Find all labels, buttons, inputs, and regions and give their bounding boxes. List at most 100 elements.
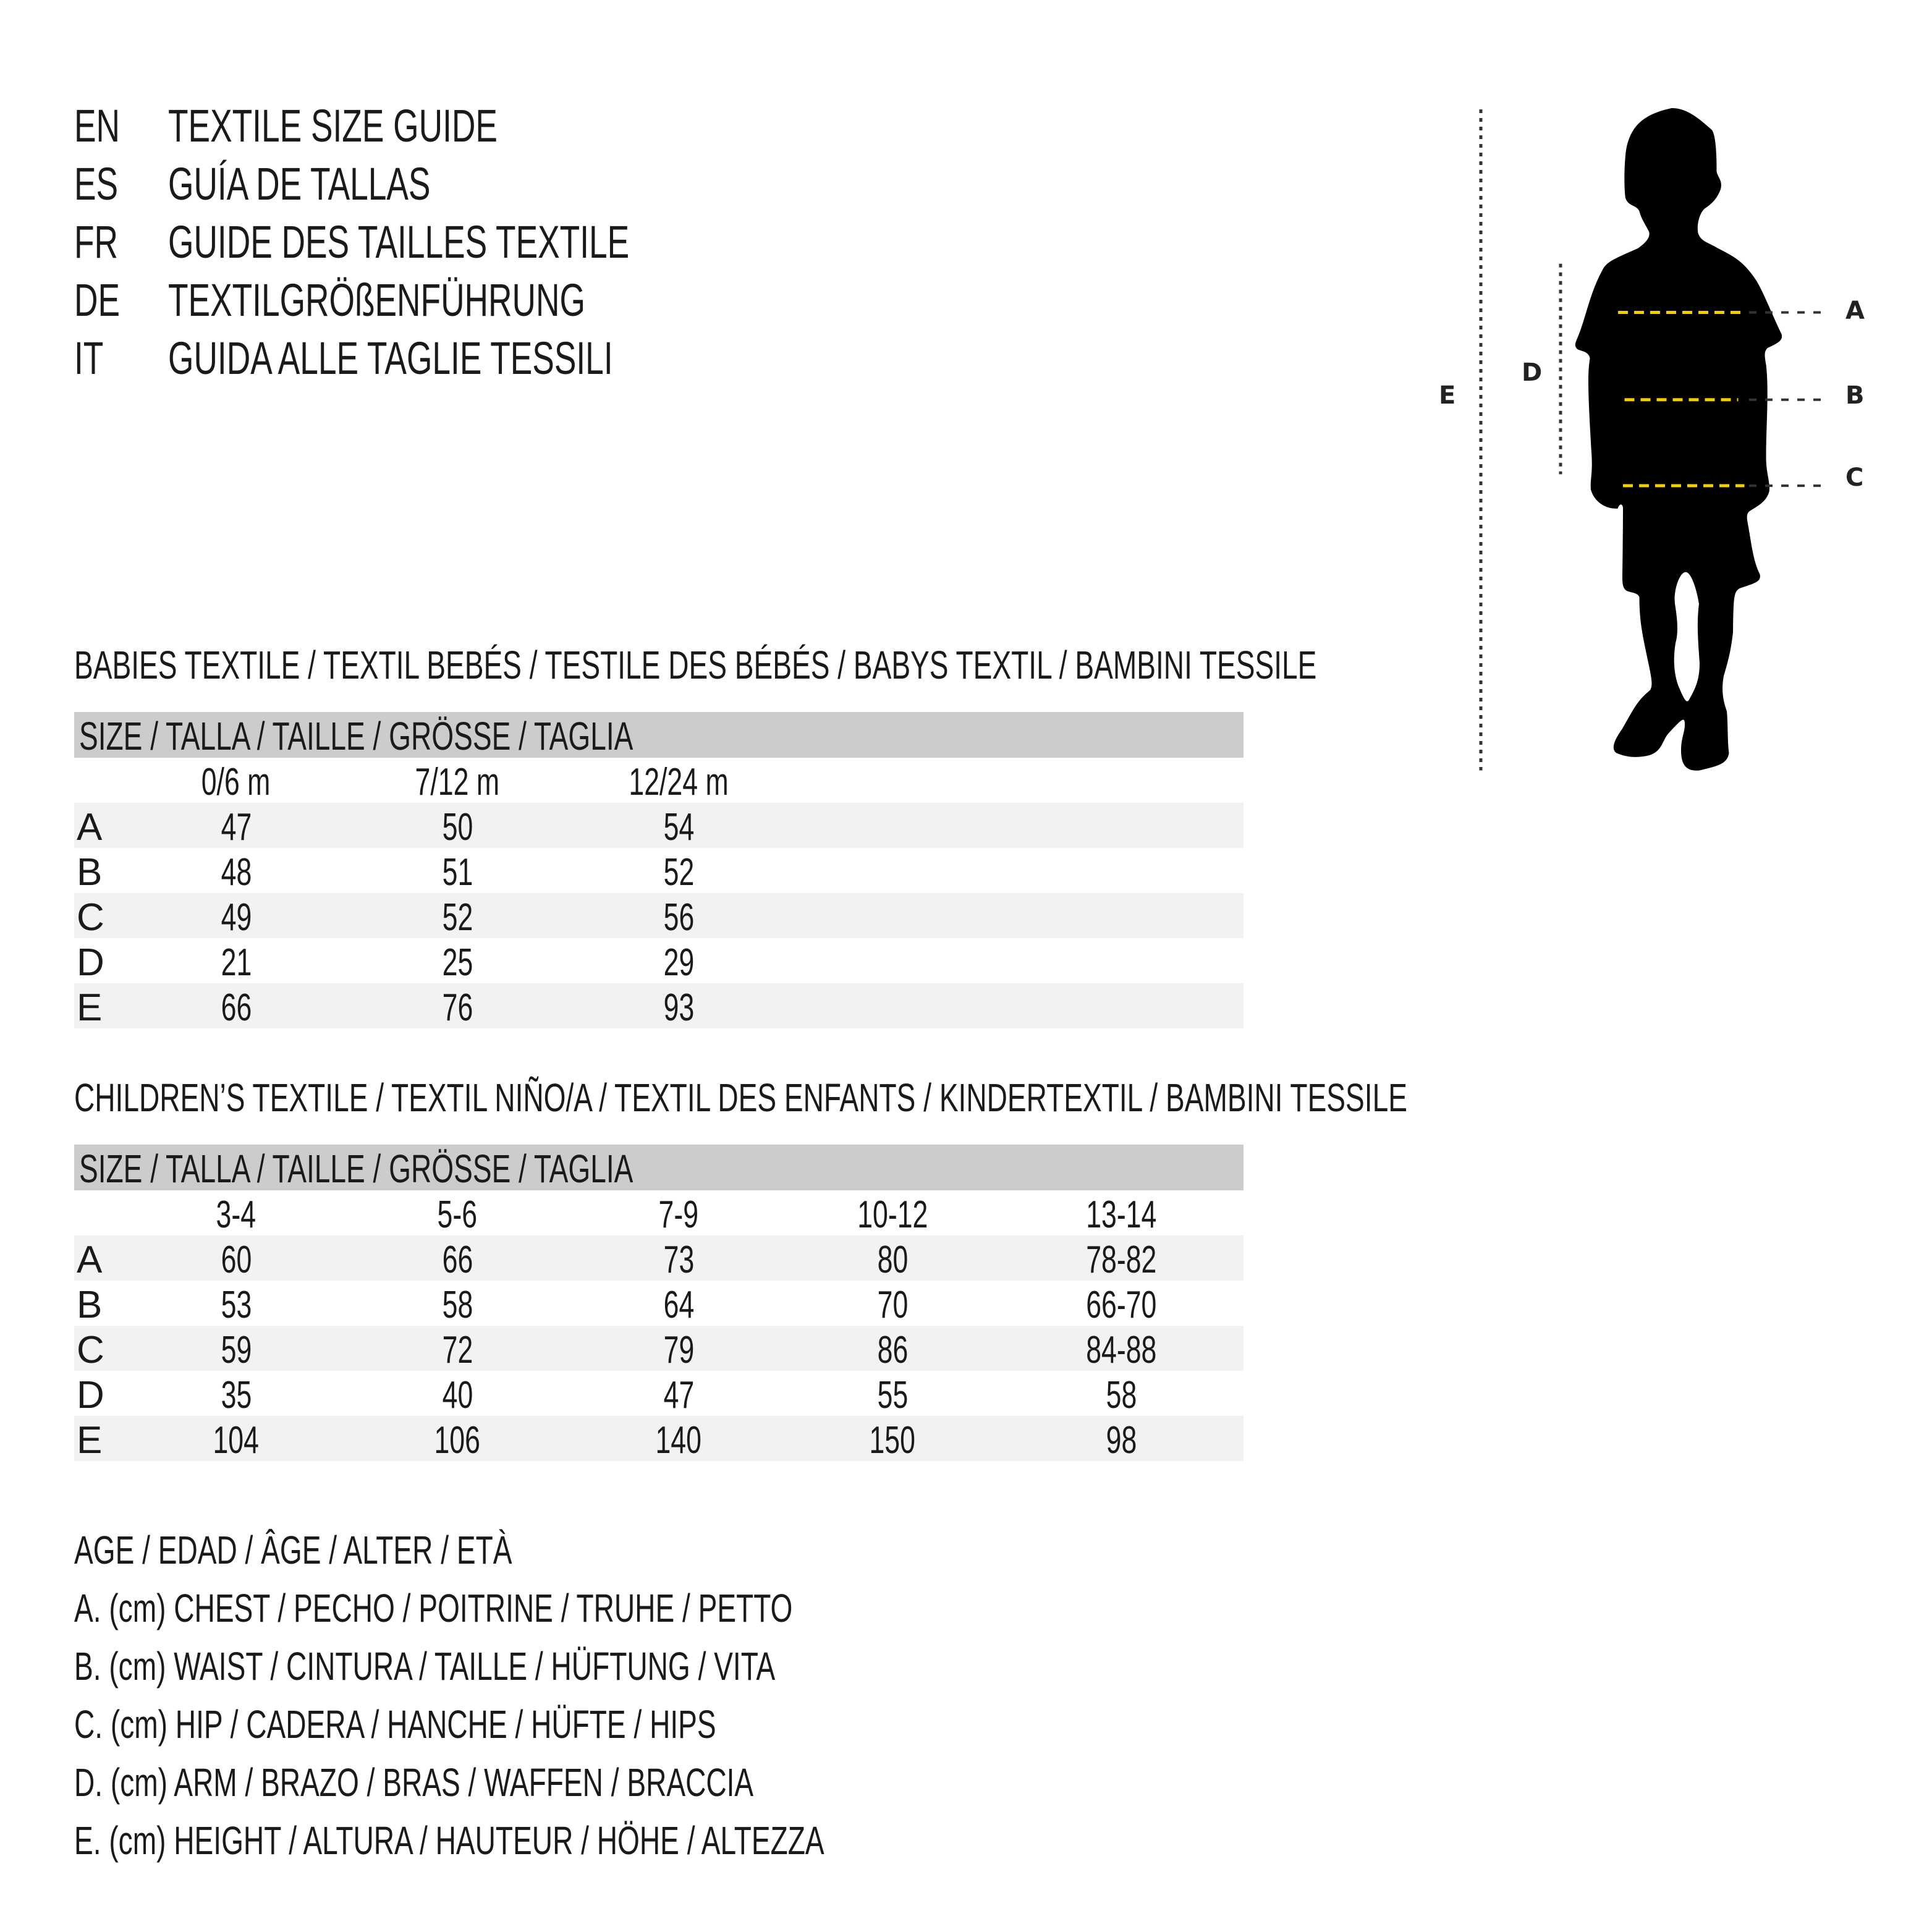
cell-value: 104 — [213, 1419, 260, 1462]
cell-value: 29 — [663, 941, 694, 984]
label-b: B — [1845, 381, 1865, 410]
column-header: 13-14 — [1028, 1190, 1214, 1240]
cell-value: 40 — [442, 1374, 473, 1417]
legend-waist: B. (cm) WAIST / CINTURA / TAILLE / HÜFTU… — [74, 1637, 1048, 1695]
table-cell: 66 — [365, 1235, 550, 1285]
size-header-text: SIZE / TALLA / TAILLE / GRÖSSE / TAGLIA — [79, 1146, 633, 1191]
label-c: C — [1845, 464, 1864, 492]
column-header-row: 3-4 5-6 7-9 10-12 13-14 — [74, 1190, 1244, 1236]
row-label: C — [77, 896, 104, 939]
table-row: C 49 52 56 — [74, 893, 1244, 939]
table-cell: 29 — [586, 938, 771, 988]
cell-value: 150 — [869, 1419, 916, 1462]
table-row: E 104 106 140 150 98 — [74, 1416, 1244, 1462]
title-text: TEXTILGRÖßENFÜHRUNG — [168, 274, 585, 326]
cell-value: 50 — [442, 806, 473, 849]
column-header-text: 12/24 m — [629, 761, 729, 803]
table-cell: 72 — [365, 1326, 550, 1375]
column-header: 5-6 — [365, 1190, 550, 1240]
table-cell: 79 — [586, 1326, 771, 1375]
table-row: A 47 50 54 — [74, 803, 1244, 849]
cell-value: 58 — [442, 1284, 473, 1326]
table-row: D 35 40 47 55 58 — [74, 1371, 1244, 1417]
lang-code: ES — [74, 158, 119, 210]
cell-value: 48 — [221, 851, 252, 894]
row-label: C — [77, 1329, 104, 1371]
table-cell: 93 — [586, 983, 771, 1033]
column-header-text: 13-14 — [1085, 1193, 1157, 1236]
cell-value: 47 — [663, 1374, 694, 1417]
cell-value: 80 — [877, 1239, 908, 1281]
cell-value: 52 — [663, 851, 694, 894]
legend-age: AGE / EDAD / ÂGE / ALTER / ETÀ — [74, 1521, 682, 1579]
cell-value: 35 — [221, 1374, 252, 1417]
row-label: E — [77, 986, 103, 1029]
lang-code: DE — [74, 274, 121, 326]
table-cell: 106 — [365, 1416, 550, 1465]
table-cell: 84-88 — [1028, 1326, 1214, 1375]
column-header: 7-9 — [586, 1190, 771, 1240]
legend-hip: C. (cm) HIP / CADERA / HANCHE / HÜFTE / … — [74, 1695, 966, 1753]
table-cell: 47 — [586, 1371, 771, 1420]
label-a: A — [1845, 297, 1865, 325]
column-header: 3-4 — [143, 1190, 329, 1240]
table-cell: 54 — [586, 803, 771, 852]
table-cell: 48 — [143, 848, 329, 897]
table-cell: 50 — [365, 803, 550, 852]
table-cell: 58 — [365, 1281, 550, 1330]
cell-value: 21 — [221, 941, 252, 984]
table-cell: 140 — [586, 1416, 771, 1465]
cell-value: 47 — [221, 806, 252, 849]
title-text: GUÍA DE TALLAS — [168, 158, 431, 210]
label-e: E — [1439, 381, 1456, 410]
table-cell: 80 — [800, 1235, 985, 1285]
table-cell: 150 — [800, 1416, 985, 1465]
table-cell: 86 — [800, 1326, 985, 1375]
column-header: 0/6 m — [143, 758, 329, 807]
table-row: D 21 25 29 — [74, 938, 1244, 984]
children-heading: CHILDREN’S TEXTILE / TEXTIL NIÑO/A / TEX… — [74, 1073, 1926, 1122]
cell-value: 78-82 — [1085, 1239, 1157, 1281]
row-label: D — [77, 1374, 104, 1417]
column-header-text: 10-12 — [857, 1193, 928, 1236]
table-cell: 55 — [800, 1371, 985, 1420]
legend-text: E. (cm) HEIGHT / ALTURA / HAUTEUR / HÖHE… — [74, 1818, 824, 1863]
table-cell: 59 — [143, 1326, 329, 1375]
legend-chest: A. (cm) CHEST / PECHO / POITRINE / TRUHE… — [74, 1579, 1072, 1637]
row-label: D — [77, 941, 104, 984]
table-cell: 78-82 — [1028, 1235, 1214, 1285]
title-text: GUIDE DES TAILLES TEXTILE — [168, 216, 630, 268]
cell-value: 72 — [442, 1329, 473, 1371]
column-header-text: 3-4 — [216, 1193, 256, 1236]
legend-height: E. (cm) HEIGHT / ALTURA / HAUTEUR / HÖHE… — [74, 1811, 1116, 1870]
size-header-text: SIZE / TALLA / TAILLE / GRÖSSE / TAGLIA — [79, 714, 633, 758]
table-cell: 51 — [365, 848, 550, 897]
table-cell: 66 — [143, 983, 329, 1033]
cell-value: 66 — [221, 986, 252, 1029]
table-cell: 104 — [143, 1416, 329, 1465]
cell-value: 55 — [877, 1374, 908, 1417]
title-text: TEXTILE SIZE GUIDE — [168, 100, 498, 151]
cell-value: 140 — [655, 1419, 702, 1462]
column-header-text: 7-9 — [658, 1193, 699, 1236]
size-header: SIZE / TALLA / TAILLE / GRÖSSE / TAGLIA — [74, 712, 1244, 758]
cell-value: 76 — [442, 986, 473, 1029]
size-header: SIZE / TALLA / TAILLE / GRÖSSE / TAGLIA — [74, 1145, 1244, 1191]
babies-heading: BABIES TEXTILE / TEXTIL BEBÉS / TESTILE … — [74, 640, 1800, 690]
legend-text: AGE / EDAD / ÂGE / ALTER / ETÀ — [74, 1528, 512, 1572]
cell-value: 73 — [663, 1239, 694, 1281]
table-cell: 66-70 — [1028, 1281, 1214, 1330]
cell-value: 54 — [663, 806, 694, 849]
table-cell: 56 — [586, 893, 771, 943]
table-row: B 48 51 52 — [74, 848, 1244, 894]
cell-value: 64 — [663, 1284, 694, 1326]
children-heading-text: CHILDREN’S TEXTILE / TEXTIL NIÑO/A / TEX… — [74, 1075, 1407, 1120]
label-d: D — [1522, 358, 1543, 387]
cell-value: 53 — [221, 1284, 252, 1326]
table-cell: 35 — [143, 1371, 329, 1420]
table-cell: 76 — [365, 983, 550, 1033]
cell-value: 49 — [221, 896, 252, 939]
table-cell: 60 — [143, 1235, 329, 1285]
table-cell: 25 — [365, 938, 550, 988]
legend-text: A. (cm) CHEST / PECHO / POITRINE / TRUHE… — [74, 1586, 793, 1630]
